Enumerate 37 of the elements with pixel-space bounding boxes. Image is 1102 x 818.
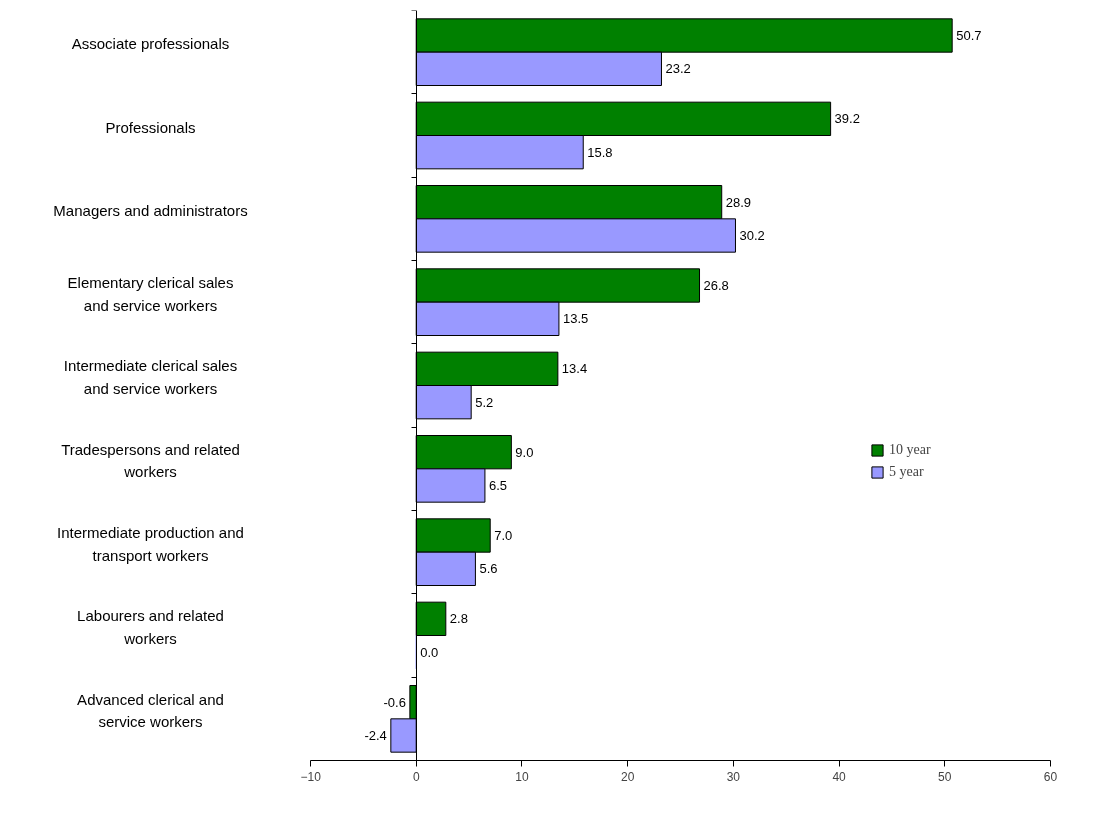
data-label: 39.2 bbox=[834, 111, 860, 127]
data-label: 5.6 bbox=[479, 561, 498, 577]
y-tick-label: Managers and administrators bbox=[53, 202, 248, 219]
y-tick-label: Associate professionals bbox=[71, 35, 230, 53]
y-tick-label: Labourers and related workers bbox=[77, 607, 224, 648]
y-tick-label: Advanced clerical and service workers bbox=[77, 690, 224, 731]
data-label: 15.8 bbox=[587, 144, 613, 160]
data-label: 6.5 bbox=[488, 478, 508, 493]
data-label: 28.9 bbox=[725, 194, 752, 210]
y-tick-label: Professionals bbox=[105, 118, 196, 136]
x-tick-label: 30 bbox=[726, 769, 741, 784]
y-tick-label: Intermediate clerical sales and service workers bbox=[63, 357, 238, 398]
x-tick-label: 0 bbox=[412, 769, 420, 784]
y-tick-label: Tradespersons and related workers bbox=[61, 440, 240, 481]
data-label: 5.2 bbox=[475, 394, 494, 410]
x-tick-label: 60 bbox=[1043, 769, 1058, 784]
data-label: -2.4 bbox=[364, 728, 387, 743]
x-tick-label: −10 bbox=[300, 769, 322, 784]
data-label: 50.7 bbox=[956, 28, 982, 43]
data-label: -0.6 bbox=[383, 694, 406, 710]
data-label: 26.8 bbox=[703, 278, 729, 293]
x-tick-label: 10 bbox=[515, 769, 529, 784]
x-tick-label: 20 bbox=[620, 769, 635, 784]
x-tick-label: 50 bbox=[938, 769, 952, 784]
data-label: 2.8 bbox=[449, 611, 468, 627]
data-label: 13.4 bbox=[561, 361, 588, 377]
x-tick-label: 40 bbox=[832, 769, 847, 784]
data-label: 30.2 bbox=[739, 228, 765, 243]
data-label: 13.5 bbox=[562, 311, 589, 327]
data-label: 9.0 bbox=[515, 444, 534, 460]
data-label: 23.2 bbox=[665, 61, 691, 77]
legend-label: 10 year bbox=[889, 442, 931, 458]
data-label: 7.0 bbox=[494, 528, 513, 543]
data-label: 0.0 bbox=[420, 644, 439, 660]
legend-label: 5 year bbox=[889, 464, 924, 480]
y-tick-label: Intermediate production and transport workers bbox=[57, 523, 244, 564]
y-tick-label: Elementary clerical sales and service workers bbox=[67, 273, 234, 314]
